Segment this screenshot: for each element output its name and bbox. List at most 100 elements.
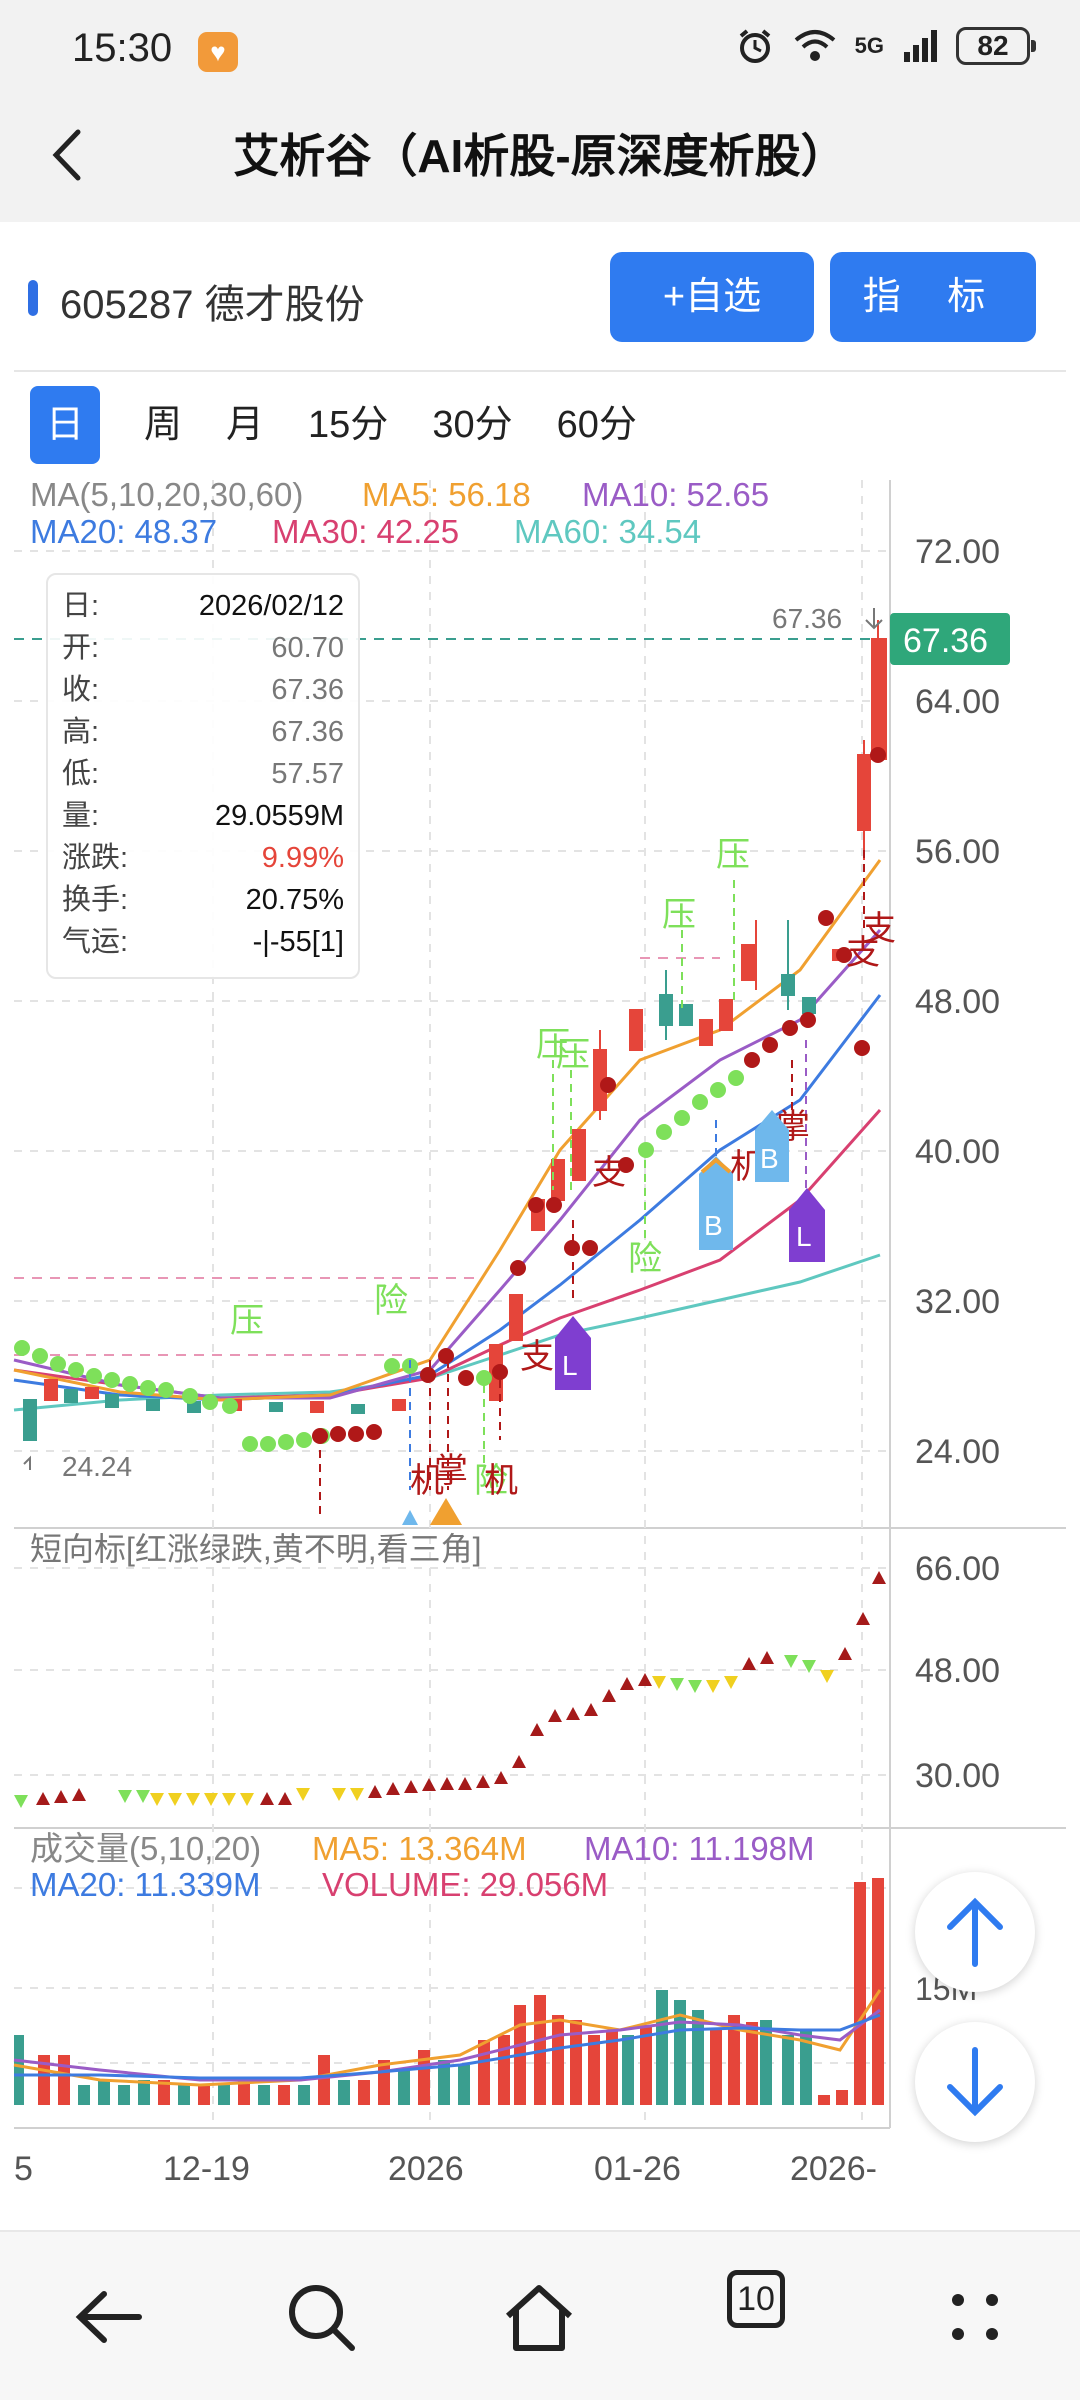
arrow-up-icon bbox=[947, 1897, 1003, 1967]
ma20-label: MA20: 48.37 bbox=[30, 513, 217, 550]
alarm-icon bbox=[739, 29, 770, 63]
price-tick: 40.00 bbox=[915, 1133, 1000, 1171]
signal-ji: 机 bbox=[484, 1461, 518, 1501]
price-tick: 32.00 bbox=[915, 1283, 1000, 1321]
home-icon[interactable] bbox=[494, 2272, 584, 2362]
ma10-label: MA10: 52.65 bbox=[582, 476, 769, 513]
volume-title: 成交量(5,10,20) bbox=[30, 1830, 261, 1867]
indicator-button[interactable]: 指 标 bbox=[830, 252, 1036, 342]
svg-text:01-26: 01-26 bbox=[594, 2150, 681, 2185]
info-row: 收: 67.36 bbox=[62, 674, 344, 706]
back-button[interactable] bbox=[38, 120, 98, 190]
tab-30min[interactable]: 30分 bbox=[432, 404, 513, 446]
arrow-down-icon bbox=[947, 2047, 1003, 2117]
high-mark-label: 67.36 bbox=[772, 603, 842, 634]
short-panel-title: 短向标[红涨绿跌,黄不明,看三角] bbox=[30, 1531, 482, 1567]
tab-day[interactable]: 日 bbox=[30, 386, 100, 464]
stock-header: 605287 德才股份 +自选 指 标 bbox=[0, 222, 1080, 372]
title-bar: 艾析谷（AI析股-原深度析股） bbox=[0, 90, 1080, 222]
volume-label: VOLUME: 29.056M bbox=[322, 1866, 608, 1903]
long-signal-l: L bbox=[562, 1350, 578, 1381]
ma-legend: MA(5,10,20,30,60) MA5: 56.18 MA10: 52.65… bbox=[30, 476, 769, 550]
ma5-label: MA5: 56.18 bbox=[362, 476, 531, 513]
stock-marker bbox=[28, 280, 38, 316]
short-triangles bbox=[14, 1571, 886, 1808]
signal-zhi: 支 bbox=[520, 1337, 554, 1377]
signal-xian: 险 bbox=[474, 1461, 508, 1501]
signal-zhang: 掌 bbox=[434, 1451, 468, 1491]
vol-ma20-label: MA20: 11.339M bbox=[30, 1866, 261, 1903]
add-watchlist-button[interactable]: +自选 bbox=[610, 252, 814, 342]
long-badges: L L bbox=[555, 1188, 825, 1390]
vol-ma10-label: MA10: 11.198M bbox=[584, 1830, 815, 1867]
buy-badges: B B bbox=[699, 1110, 789, 1250]
ma30-label: MA30: 42.25 bbox=[272, 513, 459, 550]
scroll-down-button[interactable] bbox=[915, 2022, 1035, 2142]
volume-bars bbox=[14, 1878, 884, 2105]
scroll-up-button[interactable] bbox=[915, 1872, 1035, 1992]
info-row: 开: 60.70 bbox=[62, 632, 344, 664]
price-tick: 72.00 bbox=[915, 533, 1000, 571]
price-tick: 64.00 bbox=[915, 683, 1000, 721]
tab-60min[interactable]: 60分 bbox=[556, 404, 637, 446]
low-mark-label: 24.24 bbox=[62, 1451, 132, 1482]
info-row: 高: 67.36 bbox=[62, 716, 344, 748]
back-arrow-icon[interactable] bbox=[64, 2272, 154, 2362]
resistance-dots-red bbox=[312, 747, 886, 1444]
tab-week[interactable]: 周 bbox=[144, 404, 183, 446]
volume-legend: 成交量(5,10,20) MA5: 13.364M MA10: 11.198M … bbox=[30, 1830, 815, 1903]
kline-chart[interactable]: 72.00 64.00 56.00 48.00 40.00 32.00 24.0… bbox=[0, 465, 1080, 2185]
text-signals: 压 险 压 压 压 压 险 险 支 支 支 支 机 机 机 掌 掌 bbox=[230, 835, 896, 1501]
buy-signal-b: B bbox=[760, 1143, 779, 1174]
last-price-badge bbox=[890, 613, 1010, 665]
signal-bars-icon bbox=[904, 30, 937, 62]
date-axis: 5 12-19 2026 01-26 2026- bbox=[14, 2150, 877, 2185]
signal-ya: 压 bbox=[716, 835, 750, 875]
svg-text:66.00: 66.00 bbox=[915, 1550, 1000, 1588]
signal-ya: 压 bbox=[230, 1301, 264, 1341]
info-row: 涨跌: 9.99% bbox=[62, 842, 344, 874]
search-icon[interactable] bbox=[276, 2272, 366, 2362]
battery-indicator: 82 bbox=[956, 27, 1036, 65]
signal-zhi: 支 bbox=[846, 933, 880, 973]
status-time: 15:30 bbox=[72, 26, 173, 70]
signal-type: 5G bbox=[854, 33, 884, 58]
support-dots-green bbox=[14, 1070, 744, 1452]
tabs-button[interactable]: 10 bbox=[727, 2270, 785, 2328]
notification-app-icon: ♥ bbox=[198, 32, 238, 72]
page-title: 艾析谷（AI析股-原深度析股） bbox=[233, 130, 847, 182]
price-tick: 56.00 bbox=[915, 833, 1000, 871]
period-tabs: 日 周 月 15分 30分 60分 bbox=[30, 385, 681, 465]
svg-text:30.00: 30.00 bbox=[915, 1757, 1000, 1795]
divider bbox=[14, 370, 1066, 372]
signal-xian: 险 bbox=[374, 1281, 408, 1321]
price-tick: 48.00 bbox=[915, 983, 1000, 1021]
menu-dots-icon[interactable] bbox=[930, 2272, 1020, 2362]
price-grid bbox=[14, 480, 890, 2128]
svg-text:48.00: 48.00 bbox=[915, 1652, 1000, 1690]
browser-nav-bar: 10 bbox=[0, 2230, 1080, 2400]
svg-text:2026: 2026 bbox=[388, 2150, 464, 2185]
signal-ji: 机 bbox=[410, 1461, 444, 1501]
vol-ma5-label: MA5: 13.364M bbox=[312, 1830, 527, 1867]
signal-ya: 压 bbox=[556, 1035, 590, 1075]
svg-text:5: 5 bbox=[14, 2150, 33, 2185]
tab-month[interactable]: 月 bbox=[226, 404, 265, 446]
status-bar: 15:30 ♥ 5G 82 bbox=[0, 0, 1080, 90]
buy-signal-b: B bbox=[704, 1210, 723, 1241]
last-price-label: 67.36 bbox=[903, 622, 988, 660]
candle-info-panel: 日: 2026/02/12 开: 60.70 收: 67.36 高: 67.36 低: 5… bbox=[46, 573, 360, 979]
signal-zhi: 支 bbox=[592, 1153, 626, 1193]
info-row: 日: 2026/02/12 bbox=[62, 590, 344, 622]
ma60-label: MA60: 34.54 bbox=[514, 513, 701, 550]
svg-text:2026-: 2026- bbox=[790, 2150, 877, 2185]
long-signal-l: L bbox=[796, 1221, 812, 1252]
info-row: 量: 29.0559M bbox=[62, 800, 344, 832]
tab-15min[interactable]: 15分 bbox=[308, 404, 389, 446]
signal-zhi: 支 bbox=[862, 909, 896, 949]
short-panel-axis: 66.00 48.00 30.00 bbox=[915, 1550, 1000, 1795]
stock-code-name: 605287 德才股份 bbox=[60, 283, 365, 327]
info-row: 低: 57.57 bbox=[62, 758, 344, 790]
ma-legend-title: MA(5,10,20,30,60) bbox=[30, 476, 303, 513]
wifi-icon bbox=[794, 30, 835, 61]
